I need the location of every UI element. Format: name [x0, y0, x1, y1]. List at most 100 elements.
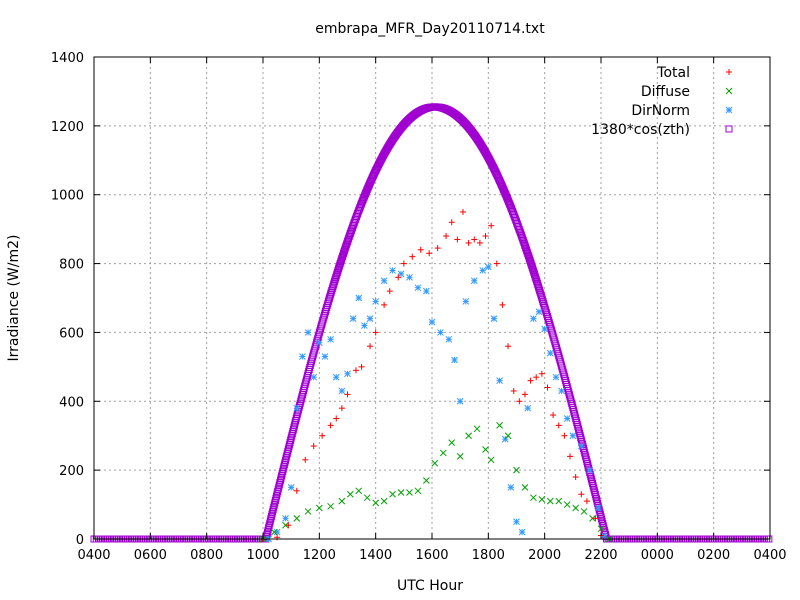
data-point [555, 497, 563, 505]
data-point [588, 477, 596, 485]
data-point [582, 455, 590, 463]
data-point [334, 265, 342, 273]
data-point [577, 434, 585, 442]
data-point [333, 415, 340, 422]
data-point [535, 308, 543, 316]
data-point [281, 458, 289, 466]
y-tick-label: 400 [59, 395, 84, 410]
data-point [287, 484, 295, 491]
data-point [346, 490, 354, 498]
data-point [273, 492, 281, 500]
data-point [315, 339, 323, 347]
data-point [591, 491, 599, 499]
data-point [367, 343, 374, 350]
x-tick-label: 1600 [415, 548, 448, 563]
data-point [534, 283, 542, 291]
y-tick-label: 1400 [51, 51, 84, 66]
data-point [594, 499, 602, 507]
data-point [304, 329, 312, 336]
legend-marker [725, 125, 733, 133]
data-point [597, 513, 605, 521]
data-point [586, 471, 594, 479]
legend-label: DirNorm [631, 103, 690, 119]
data-point [349, 315, 357, 323]
data-point [285, 441, 293, 449]
data-point [330, 279, 338, 287]
y-tick-label: 600 [59, 326, 84, 341]
data-point [536, 286, 544, 294]
data-point [278, 472, 286, 480]
data-point [569, 432, 577, 440]
data-point [530, 494, 537, 502]
data-point [284, 447, 292, 455]
data-point [292, 417, 300, 425]
data-point [580, 447, 588, 455]
data-point [496, 377, 503, 384]
x-axis-label: UTC Hour [397, 578, 463, 594]
data-point [274, 488, 282, 496]
data-point [534, 281, 542, 289]
data-point [563, 415, 571, 422]
data-point [473, 425, 481, 433]
data-point [372, 298, 380, 305]
data-point [594, 504, 602, 512]
data-point [443, 233, 450, 240]
data-point [529, 267, 537, 275]
data-point [577, 442, 585, 450]
x-tick-label: 0800 [190, 548, 223, 563]
data-point [344, 370, 351, 378]
legend-label: Total [656, 65, 690, 81]
data-point [389, 267, 396, 274]
x-tick-label: 1000 [246, 548, 279, 563]
data-point [315, 504, 323, 512]
legend-label: 1380*cos(zth) [591, 122, 690, 138]
data-point [583, 458, 591, 466]
data-point [499, 301, 506, 308]
data-point [355, 487, 363, 495]
data-point [333, 268, 341, 276]
data-point [587, 475, 595, 483]
x-tick-label: 0400 [77, 548, 110, 563]
data-point [282, 514, 289, 522]
data-point [533, 374, 540, 381]
data-point [561, 432, 568, 439]
data-point [327, 335, 334, 343]
data-point [535, 285, 543, 293]
data-point [363, 494, 371, 502]
data-point [286, 439, 294, 447]
data-point [279, 467, 287, 475]
data-point [291, 419, 299, 427]
data-point [582, 453, 590, 461]
data-point [580, 444, 588, 452]
data-point [289, 425, 297, 433]
data-point [524, 404, 532, 412]
data-point [389, 490, 396, 498]
data-point [268, 510, 276, 518]
data-point [599, 522, 607, 530]
data-point [282, 454, 290, 462]
x-tick-label: 2200 [584, 548, 617, 563]
data-point [546, 349, 554, 357]
data-point [592, 493, 600, 501]
series-cos-zth [90, 103, 773, 543]
data-point [338, 405, 345, 412]
data-point [482, 233, 489, 240]
data-point [276, 476, 284, 484]
data-point [372, 499, 380, 507]
data-point [310, 373, 318, 381]
data-point [414, 487, 422, 495]
data-point [470, 277, 478, 285]
data-point [593, 497, 601, 505]
data-point [589, 482, 597, 490]
data-point [327, 502, 334, 510]
y-tick-label: 800 [59, 258, 84, 273]
data-point [578, 491, 585, 498]
data-point [465, 239, 472, 246]
data-point [532, 274, 540, 282]
series-dirnorm [265, 263, 613, 543]
data-point [352, 367, 359, 374]
data-point [544, 384, 551, 391]
data-point [283, 452, 291, 460]
y-tick-label: 1000 [51, 189, 84, 204]
